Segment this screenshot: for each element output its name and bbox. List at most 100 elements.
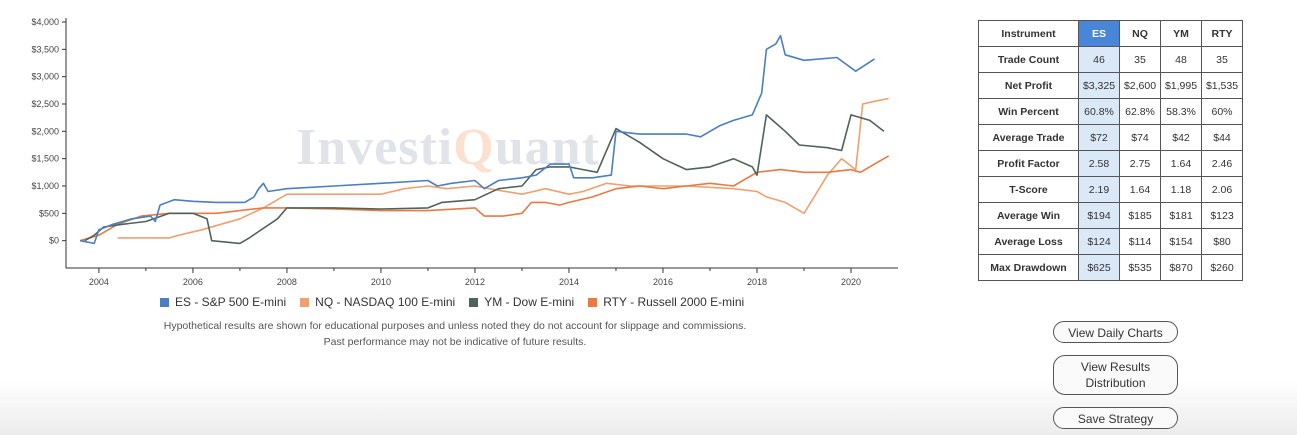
table-row: Win Percent 60.8% 62.8% 58.3% 60% xyxy=(978,98,1243,125)
header-col-ym[interactable]: YM xyxy=(1160,20,1202,47)
save-strategy-label: Save Strategy xyxy=(1077,412,1154,426)
y-tick-label: $2,500 xyxy=(31,99,59,109)
legend-swatch-ym xyxy=(469,297,479,307)
legend-label-rty: RTY - Russell 2000 E-mini xyxy=(603,295,745,309)
series-line-ym xyxy=(84,114,885,245)
x-tick-label: 2010 xyxy=(371,277,391,287)
cell-rty: $80 xyxy=(1201,228,1243,255)
y-tick-label: $4,000 xyxy=(31,17,59,27)
legend-swatch-nq xyxy=(300,297,310,307)
row-label: Max Drawdown xyxy=(978,254,1079,281)
cell-es: 46 xyxy=(1078,46,1120,73)
cell-ym: $870 xyxy=(1160,254,1202,281)
cell-nq: $2,600 xyxy=(1119,72,1161,99)
series-line-nq xyxy=(117,97,889,239)
cell-es: $3,325 xyxy=(1078,72,1120,99)
cell-nq: $535 xyxy=(1119,254,1161,281)
cell-rty: 60% xyxy=(1201,98,1243,125)
cell-nq: 62.8% xyxy=(1119,98,1161,125)
header-instrument: Instrument xyxy=(978,20,1079,47)
series-line-es xyxy=(79,34,875,245)
x-tick-label: 2012 xyxy=(465,277,485,287)
row-label: Win Percent xyxy=(978,98,1079,125)
legend-label-es: ES - S&P 500 E-mini xyxy=(175,295,287,309)
disclaimer-line-1: Hypothetical results are shown for educa… xyxy=(163,320,747,332)
table-row: Max Drawdown $625 $535 $870 $260 xyxy=(978,254,1243,281)
row-label: T-Score xyxy=(978,176,1079,203)
row-label: Profit Factor xyxy=(978,150,1079,177)
x-tick-label: 2004 xyxy=(89,277,109,287)
table-row: Average Win $194 $185 $181 $123 xyxy=(978,202,1243,229)
x-tick-label: 2020 xyxy=(841,277,861,287)
row-label: Trade Count xyxy=(978,46,1079,73)
legend-swatch-rty xyxy=(588,297,598,307)
cell-es: $625 xyxy=(1078,254,1120,281)
cell-es: 2.19 xyxy=(1078,176,1120,203)
cell-nq: $74 xyxy=(1119,124,1161,151)
y-tick-label: $3,000 xyxy=(31,72,59,82)
y-tick-label: $1,000 xyxy=(31,181,59,191)
cell-es: $124 xyxy=(1078,228,1120,255)
row-label: Average Trade xyxy=(978,124,1079,151)
cell-es: $72 xyxy=(1078,124,1120,151)
legend-item-ym[interactable]: YM - Dow E-mini xyxy=(469,295,574,309)
disclaimer-line-2: Past performance may not be indicative o… xyxy=(323,336,587,348)
legend-swatch-es xyxy=(160,297,169,307)
cell-rty: 2.06 xyxy=(1201,176,1243,203)
view-daily-charts-button[interactable]: View Daily Charts xyxy=(1053,321,1178,343)
cell-nq: 1.64 xyxy=(1119,176,1161,203)
chart-legend: ES - S&P 500 E-mini NQ - NASDAQ 100 E-mi… xyxy=(160,294,758,310)
view-daily-charts-label: View Daily Charts xyxy=(1068,326,1163,340)
save-strategy-button[interactable]: Save Strategy xyxy=(1053,407,1178,429)
x-tick-label: 2016 xyxy=(653,277,673,287)
table-row: Net Profit $3,325 $2,600 $1,995 $1,535 xyxy=(978,72,1243,99)
cell-ym: 1.64 xyxy=(1160,150,1202,177)
cell-ym: 1.18 xyxy=(1160,176,1202,203)
cell-rty: $1,535 xyxy=(1201,72,1243,99)
legend-label-nq: NQ - NASDAQ 100 E-mini xyxy=(315,295,456,309)
series-line-rty xyxy=(79,155,890,242)
legend-item-rty[interactable]: RTY - Russell 2000 E-mini xyxy=(588,295,744,309)
x-tick-label: 2014 xyxy=(559,277,579,287)
view-results-label-line-1: View Results xyxy=(1080,360,1151,374)
row-label: Average Win xyxy=(978,202,1079,229)
row-label: Net Profit xyxy=(978,72,1079,99)
table-row: T-Score 2.19 1.64 1.18 2.06 xyxy=(978,176,1243,203)
equity-chart: $0 $500 $1,000 $1,500 $2,000 $2,500 $3,000 $3,5… xyxy=(31,17,898,287)
header-col-rty[interactable]: RTY xyxy=(1201,20,1243,47)
cell-rty: 2.46 xyxy=(1201,150,1243,177)
table-row: Average Loss $124 $114 $154 $80 xyxy=(978,228,1243,255)
cell-es: $194 xyxy=(1078,202,1120,229)
legend-item-nq[interactable]: NQ - NASDAQ 100 E-mini xyxy=(300,295,455,309)
y-tick-label: $1,500 xyxy=(31,154,59,164)
cell-ym: $154 xyxy=(1160,228,1202,255)
cell-ym: $42 xyxy=(1160,124,1202,151)
x-tick-label: 2018 xyxy=(747,277,767,287)
cell-rty: 35 xyxy=(1201,46,1243,73)
instrument-stats-table: Instrument ES NQ YM RTY Trade Count 46 3… xyxy=(978,20,1243,281)
table-header-row: Instrument ES NQ YM RTY xyxy=(978,20,1243,47)
legend-label-ym: YM - Dow E-mini xyxy=(484,295,575,309)
y-tick-label: $0 xyxy=(49,236,59,246)
y-tick-label: $3,500 xyxy=(31,44,59,54)
legend-item-es[interactable]: ES - S&P 500 E-mini xyxy=(160,295,286,309)
y-tick-label: $500 xyxy=(39,208,59,218)
cell-es: 2.58 xyxy=(1078,150,1120,177)
view-results-distribution-button[interactable]: View Results Distribution xyxy=(1053,355,1178,395)
cell-ym: $1,995 xyxy=(1160,72,1202,99)
cell-ym: 48 xyxy=(1160,46,1202,73)
cell-nq: 35 xyxy=(1119,46,1161,73)
table-row: Trade Count 46 35 48 35 xyxy=(978,46,1243,73)
table-row: Profit Factor 2.58 2.75 1.64 2.46 xyxy=(978,150,1243,177)
x-tick-label: 2008 xyxy=(277,277,297,287)
row-label: Average Loss xyxy=(978,228,1079,255)
table-row: Average Trade $72 $74 $42 $44 xyxy=(978,124,1243,151)
x-tick-label: 2006 xyxy=(183,277,203,287)
view-results-label-line-2: Distribution xyxy=(1085,376,1146,390)
cell-ym: 58.3% xyxy=(1160,98,1202,125)
y-tick-label: $2,000 xyxy=(31,126,59,136)
header-col-nq[interactable]: NQ xyxy=(1119,20,1161,47)
header-col-es[interactable]: ES xyxy=(1078,20,1120,47)
cell-rty: $44 xyxy=(1201,124,1243,151)
cell-ym: $181 xyxy=(1160,202,1202,229)
